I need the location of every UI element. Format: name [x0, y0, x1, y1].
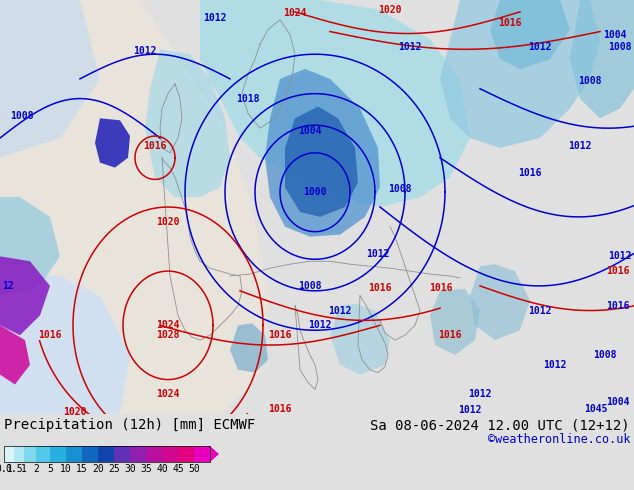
Text: 1008: 1008: [608, 42, 631, 52]
Text: 1004: 1004: [298, 126, 321, 136]
Bar: [14, 446, 24, 462]
Bar: [130, 446, 146, 462]
Text: 1020: 1020: [156, 217, 180, 227]
Bar: [36, 446, 50, 462]
Polygon shape: [470, 264, 530, 340]
Text: 1008: 1008: [578, 76, 602, 86]
Text: 12: 12: [2, 281, 14, 291]
Text: 1045: 1045: [585, 404, 608, 414]
Polygon shape: [330, 304, 390, 375]
Text: 5: 5: [47, 464, 53, 474]
Text: 1012: 1012: [204, 13, 227, 23]
Text: 0.5: 0.5: [5, 464, 23, 474]
Polygon shape: [440, 0, 600, 148]
Text: 1012: 1012: [458, 405, 482, 415]
Text: 1016: 1016: [606, 266, 630, 276]
Text: 50: 50: [188, 464, 200, 474]
Text: 1020: 1020: [378, 5, 402, 15]
Bar: [162, 446, 178, 462]
Text: 1012: 1012: [528, 42, 552, 52]
Bar: [146, 446, 162, 462]
Text: 1008: 1008: [593, 350, 617, 360]
Text: 1016: 1016: [38, 330, 61, 340]
Bar: [50, 446, 66, 462]
Text: 1004: 1004: [606, 397, 630, 407]
Polygon shape: [230, 323, 268, 373]
Polygon shape: [200, 0, 470, 207]
Text: 1008: 1008: [388, 184, 411, 194]
Text: 1012: 1012: [528, 306, 552, 316]
Bar: [114, 446, 130, 462]
Text: 1004: 1004: [603, 29, 627, 40]
Text: 1012: 1012: [469, 390, 492, 399]
Text: 45: 45: [172, 464, 184, 474]
Text: 1016: 1016: [143, 141, 167, 151]
Bar: [66, 446, 82, 462]
Text: 1016: 1016: [368, 283, 392, 293]
Text: Precipitation (12h) [mm] ECMWF: Precipitation (12h) [mm] ECMWF: [4, 418, 256, 432]
Bar: [82, 446, 98, 462]
Text: 20: 20: [92, 464, 104, 474]
Text: 30: 30: [124, 464, 136, 474]
Text: 1016: 1016: [518, 168, 541, 177]
Text: 2: 2: [33, 464, 39, 474]
Text: 40: 40: [156, 464, 168, 474]
Bar: [4, 446, 14, 462]
Text: 10: 10: [60, 464, 72, 474]
Polygon shape: [570, 0, 634, 118]
Bar: [4, 446, 210, 462]
Text: 15: 15: [76, 464, 88, 474]
Text: 1012: 1012: [366, 249, 390, 259]
Text: 1016: 1016: [438, 330, 462, 340]
Text: 1016: 1016: [268, 330, 292, 340]
Text: 1008: 1008: [10, 111, 34, 122]
Text: 1012: 1012: [543, 360, 567, 370]
Text: 1016: 1016: [268, 404, 292, 414]
Text: 1016: 1016: [606, 300, 630, 311]
Bar: [194, 446, 210, 462]
Polygon shape: [0, 325, 30, 385]
Polygon shape: [95, 118, 130, 168]
Text: Sa 08-06-2024 12.00 UTC (12+12): Sa 08-06-2024 12.00 UTC (12+12): [370, 418, 630, 432]
Text: 1016: 1016: [429, 283, 453, 293]
Text: 1012: 1012: [608, 251, 631, 261]
Polygon shape: [0, 0, 100, 158]
Polygon shape: [0, 276, 130, 414]
Text: ©weatheronline.co.uk: ©weatheronline.co.uk: [488, 433, 630, 446]
Text: 35: 35: [140, 464, 152, 474]
Text: 1012: 1012: [328, 306, 352, 316]
Text: 1: 1: [21, 464, 27, 474]
Polygon shape: [285, 106, 358, 217]
Bar: [98, 446, 114, 462]
Text: 1020: 1020: [63, 407, 87, 417]
Text: 1012: 1012: [133, 46, 157, 56]
Text: 0.1: 0.1: [0, 464, 13, 474]
Polygon shape: [265, 69, 380, 237]
Polygon shape: [210, 446, 219, 462]
Polygon shape: [0, 0, 270, 414]
Bar: [24, 446, 36, 462]
Text: 1024: 1024: [156, 320, 180, 330]
Text: 1024: 1024: [283, 8, 307, 18]
Text: 1024: 1024: [156, 390, 180, 399]
Text: 1016: 1016: [498, 18, 522, 28]
Text: 1012: 1012: [568, 141, 592, 151]
Text: 1000: 1000: [303, 187, 327, 197]
Bar: [178, 446, 194, 462]
Text: 25: 25: [108, 464, 120, 474]
Polygon shape: [490, 0, 570, 69]
Text: 1018: 1018: [236, 94, 260, 103]
Polygon shape: [0, 256, 50, 335]
Text: 1012: 1012: [308, 320, 332, 330]
Text: 1008: 1008: [298, 281, 321, 291]
Text: 1012: 1012: [398, 42, 422, 52]
Polygon shape: [430, 289, 480, 355]
Polygon shape: [0, 197, 60, 296]
Text: 1028: 1028: [156, 330, 180, 340]
Polygon shape: [145, 49, 230, 197]
